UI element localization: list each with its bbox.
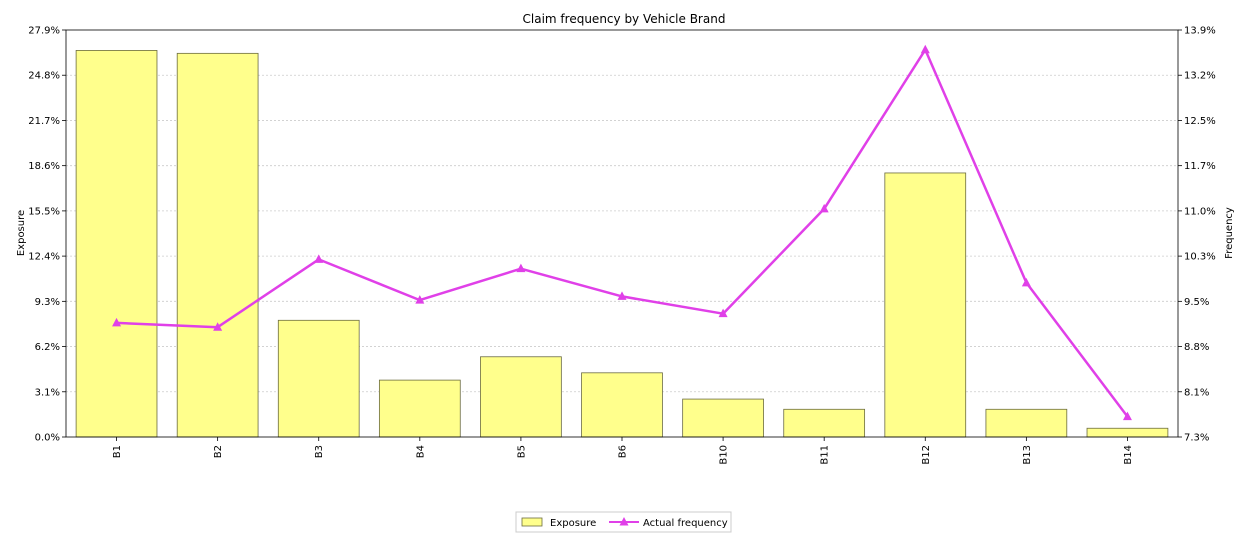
frequency-polyline (116, 48, 1129, 418)
y-right-tick-label: 13.2% (1184, 71, 1216, 82)
y-left-tick-label: 12.4% (28, 252, 60, 263)
frequency-point-b2 (213, 322, 223, 331)
bar-b13 (985, 408, 1068, 438)
x-tick-label: B13 (1022, 445, 1033, 465)
y-left-tick-label: 15.5% (28, 206, 60, 217)
x-tick-label: B12 (921, 445, 932, 465)
y-right-tick-label: 10.3% (1184, 252, 1216, 263)
bar-b10 (682, 398, 764, 438)
y-right-tick-label: 8.1% (1184, 387, 1209, 398)
bar-b11 (783, 408, 866, 438)
y-right-tick-label: 7.3% (1184, 433, 1209, 444)
y-left-tick-label: 0.0% (35, 433, 60, 444)
y-left-tick-label: 21.7% (28, 116, 60, 127)
frequency-point-b13 (1021, 277, 1031, 287)
frequency-point-b14 (1122, 411, 1132, 421)
legend-exposure-label: Exposure (550, 518, 596, 529)
frequency-point-b5 (516, 263, 526, 273)
x-tick-label: B1 (112, 445, 123, 458)
bar-b1 (75, 50, 158, 438)
y-right-tick-label: 9.5% (1184, 297, 1209, 308)
y-right-tick-label: 8.8% (1184, 342, 1209, 353)
x-tick-label: B6 (618, 445, 629, 458)
legend-frequency-label: Actual frequency (643, 518, 728, 529)
axes: 0.0% 3.1% 6.2% 9.3% 12.4% 15.5% 18.6% 21.7% 24.8… (28, 26, 1216, 465)
y-left-tick-label: 6.2% (35, 342, 60, 353)
y-left-tick-label: 9.3% (35, 297, 60, 308)
frequency-point-b11 (819, 203, 829, 213)
plot-frame (65, 29, 1179, 438)
frequency-point-b1 (112, 317, 122, 327)
chart-title: Claim frequency by Vehicle Brand (523, 12, 726, 26)
bar-b2 (176, 52, 259, 438)
bar-b14 (1086, 427, 1169, 438)
y-right-tick-label: 11.0% (1184, 206, 1216, 217)
y-axis-right-title: Frequency (1224, 207, 1235, 259)
y-left-tick-label: 27.9% (28, 26, 60, 37)
frequency-point-b3 (314, 254, 324, 263)
exposure-bars (75, 50, 1169, 438)
x-tick-label: B11 (820, 445, 831, 465)
bar-b12 (884, 172, 967, 438)
y-left-tick-label: 24.8% (28, 71, 60, 82)
frequency-line (112, 44, 1132, 421)
bar-b6 (581, 372, 663, 438)
bar-b5 (480, 356, 562, 438)
y-right-tick-label: 13.9% (1184, 26, 1216, 37)
frequency-point-b10 (718, 308, 728, 318)
bar-b4 (378, 379, 461, 438)
legend: Exposure Actual frequency (515, 511, 732, 533)
bar-b3 (277, 319, 360, 438)
y-right-tick-label: 11.7% (1184, 161, 1216, 172)
x-tick-label: B2 (213, 445, 224, 458)
frequency-point-b6 (617, 291, 627, 300)
y-axis-left-title: Exposure (16, 210, 27, 256)
y-left-tick-label: 18.6% (28, 161, 60, 172)
x-tick-label: B14 (1123, 445, 1134, 465)
frequency-point-b12 (920, 44, 930, 54)
x-tick-label: B10 (719, 445, 730, 465)
x-tick-label: B5 (516, 445, 527, 458)
y-right-tick-label: 12.5% (1184, 116, 1216, 127)
x-tick-label: B3 (314, 445, 325, 458)
x-tick-label: B4 (415, 445, 426, 458)
legend-exposure-swatch (521, 517, 543, 527)
y-left-tick-label: 3.1% (35, 387, 60, 398)
frequency-point-b4 (415, 295, 425, 304)
legend-frequency-marker (619, 517, 629, 526)
